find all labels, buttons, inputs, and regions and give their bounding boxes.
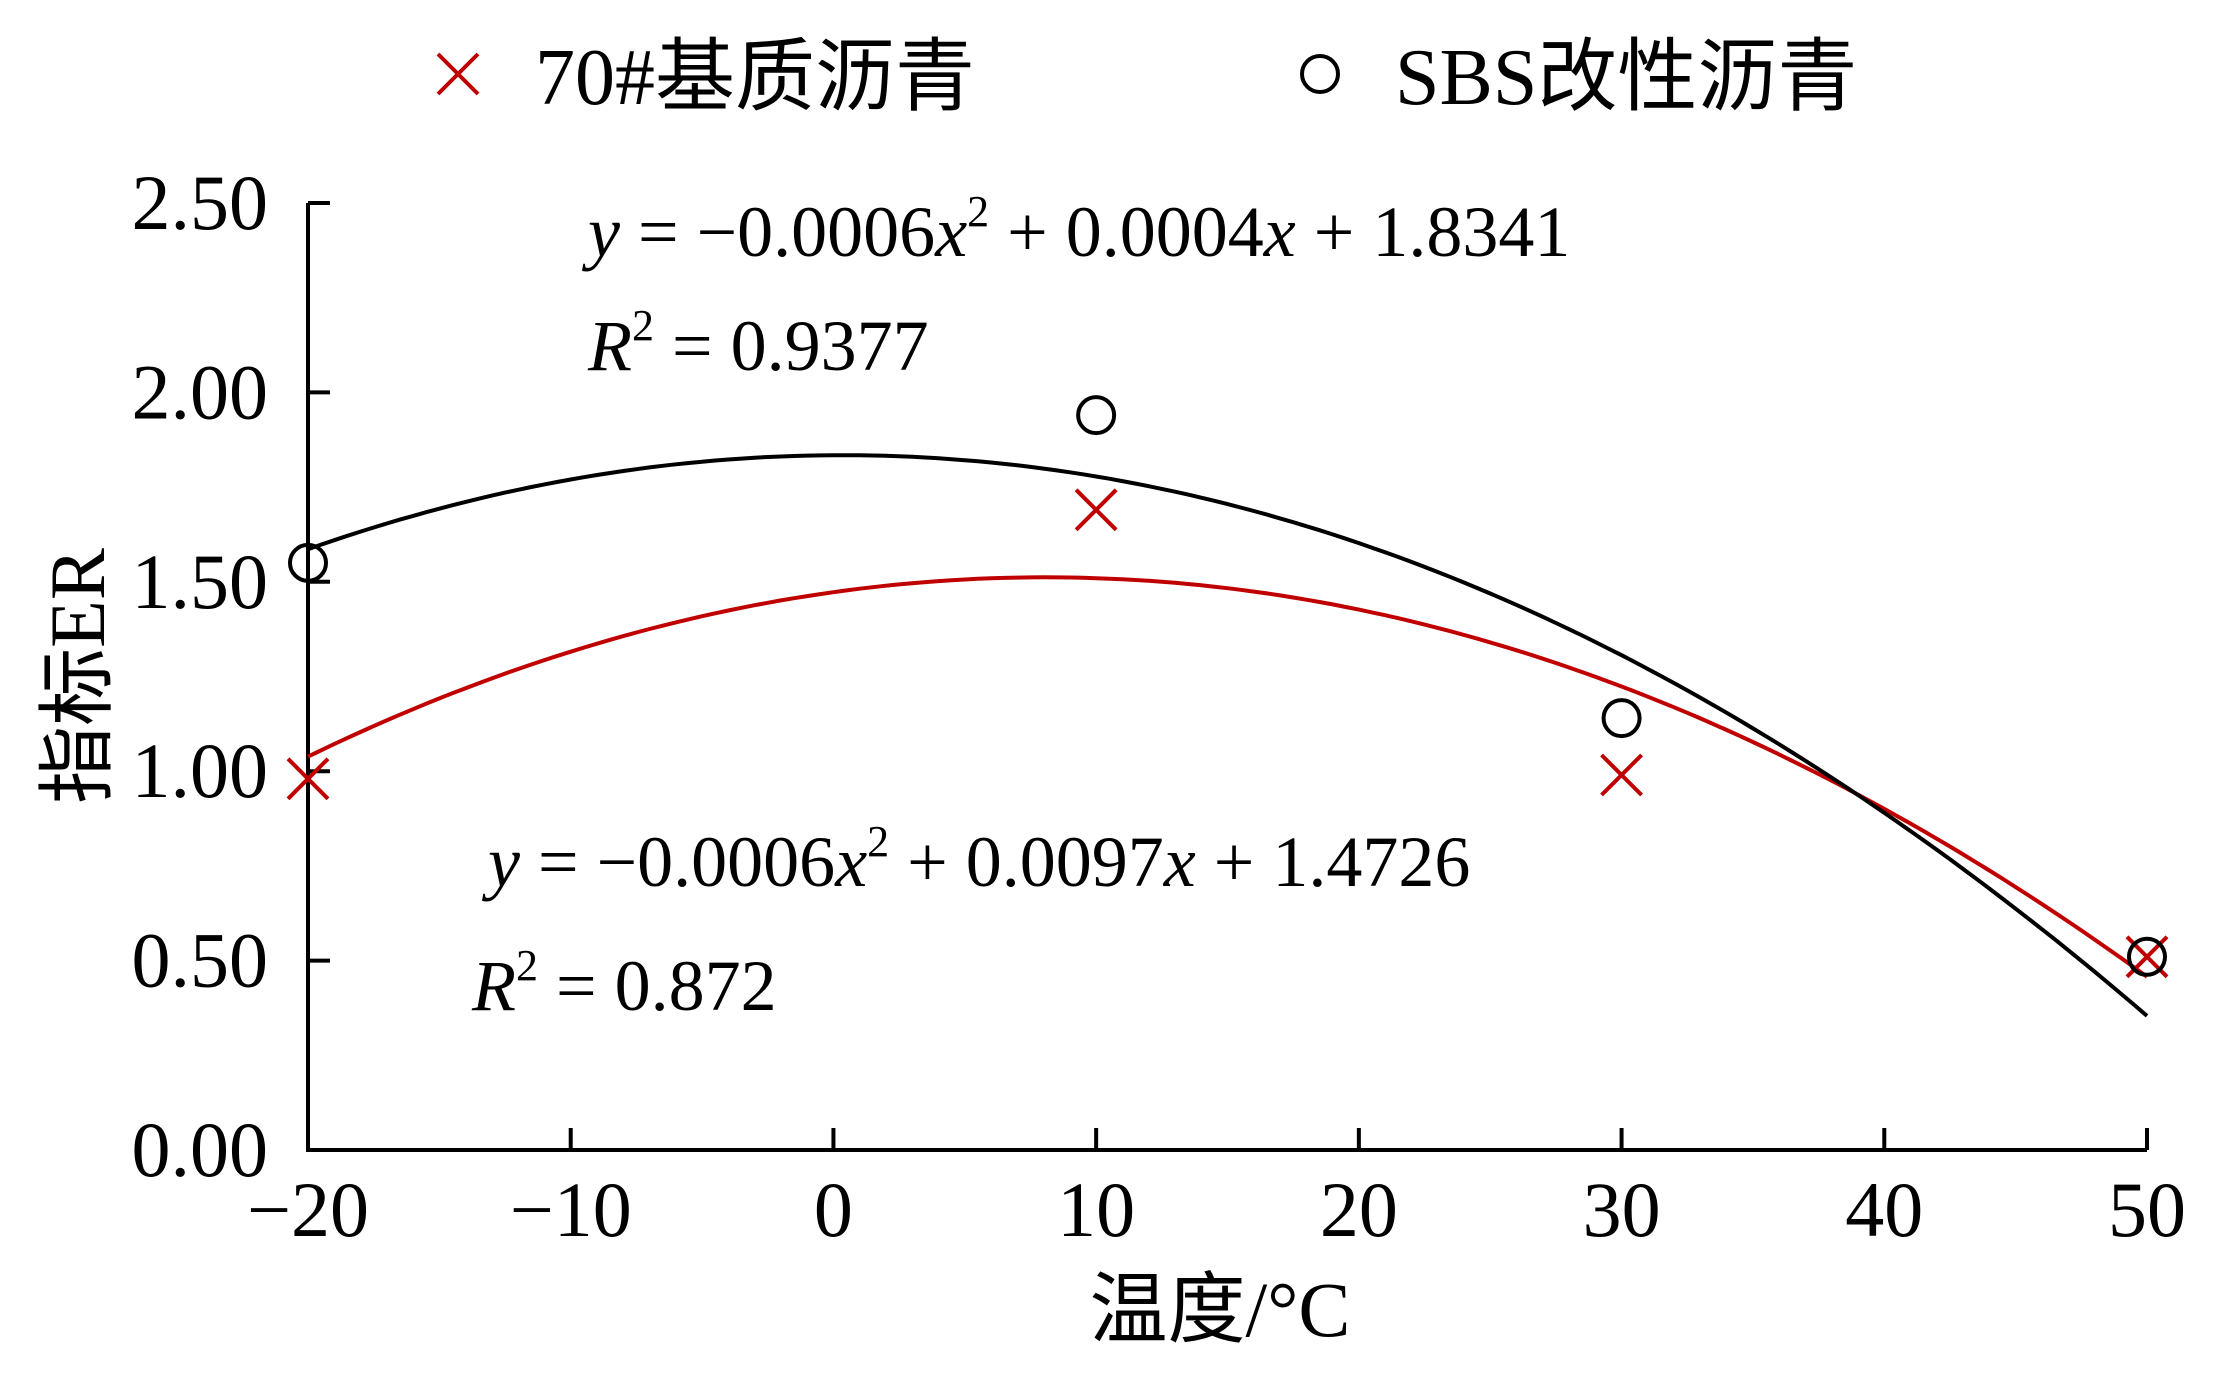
y-tick-label: 1.00 bbox=[132, 727, 269, 814]
equation-sbs: y = −0.0006x2 + 0.0004x + 1.8341 R2 = 0.… bbox=[581, 187, 1570, 386]
eq-70-x2: x bbox=[1163, 822, 1196, 902]
eq-sbs-c: + 1.8341 bbox=[1296, 192, 1571, 272]
x-tick-label: 40 bbox=[1845, 1166, 1923, 1253]
legend-label-70-base-asphalt: 70#基质沥青 bbox=[535, 34, 975, 122]
data-points bbox=[286, 395, 2169, 979]
x-tick-label: −10 bbox=[510, 1166, 632, 1253]
data-point-x-series-0 bbox=[1074, 488, 1118, 532]
y-tick-label: 1.50 bbox=[132, 538, 269, 625]
r2-sbs-text: R2 = 0.9377 bbox=[587, 301, 929, 386]
y-ticks: 0.00 0.50 1.00 1.50 2.00 2.50 bbox=[132, 159, 330, 1193]
eq-sbs-x2: x bbox=[1263, 192, 1296, 272]
legend-marker-circle bbox=[1300, 54, 1340, 94]
data-point-x-series-0 bbox=[1600, 753, 1643, 797]
eq-sbs-y: y bbox=[581, 192, 620, 272]
y-tick-label: 0.50 bbox=[132, 917, 269, 1004]
r2-sbs-r: R bbox=[587, 306, 632, 386]
legend-marker-x bbox=[436, 52, 480, 96]
x-tick-label: 10 bbox=[1057, 1166, 1135, 1253]
legend-item-sbs-modified-asphalt: SBS改性沥青 bbox=[1300, 34, 1857, 122]
legend: 70#基质沥青 SBS改性沥青 bbox=[436, 34, 1857, 122]
eq-70-y: y bbox=[481, 822, 520, 902]
x-tick-label: 30 bbox=[1583, 1166, 1661, 1253]
eq-sbs-sup: 2 bbox=[967, 187, 989, 236]
trendline-series-0 bbox=[307, 575, 2149, 979]
equation-70-base: y = −0.0006x2 + 0.0097x + 1.4726 R2 = 0.… bbox=[471, 817, 1470, 1026]
data-point-circle-series-1 bbox=[2127, 936, 2167, 977]
trendlines bbox=[307, 453, 2149, 1018]
data-point-circle-series-1 bbox=[288, 542, 328, 583]
eq-70-sup: 2 bbox=[867, 817, 889, 866]
eq-70-a: = −0.0006 bbox=[520, 822, 835, 902]
y-tick-label: 2.50 bbox=[132, 159, 269, 246]
x-axis-title: 温度/°C bbox=[1090, 1266, 1351, 1353]
r2-70-sup: 2 bbox=[516, 941, 538, 990]
data-point-x-series-0 bbox=[286, 757, 330, 801]
equation-70-base-text: y = −0.0006x2 + 0.0097x + 1.4726 bbox=[481, 817, 1470, 902]
x-tick-label: 50 bbox=[2108, 1166, 2186, 1253]
eq-70-x1: x bbox=[834, 822, 867, 902]
eq-sbs-x1: x bbox=[934, 192, 967, 272]
x-ticks: −20 −10 0 10 20 30 40 50 bbox=[247, 1128, 2186, 1253]
r2-70-r: R bbox=[471, 946, 516, 1026]
eq-sbs-b: + 0.0004 bbox=[989, 192, 1264, 272]
legend-circle-glyph bbox=[1300, 54, 1340, 94]
legend-x-glyph bbox=[436, 52, 480, 96]
r2-70-base-text: R2 = 0.872 bbox=[471, 941, 777, 1026]
eq-70-b: + 0.0097 bbox=[889, 822, 1164, 902]
data-point-circle-series-1 bbox=[1601, 698, 1642, 739]
trendline-series-1 bbox=[307, 453, 2149, 1018]
x-tick-label: 0 bbox=[814, 1166, 853, 1253]
r2-sbs-sup: 2 bbox=[632, 301, 654, 350]
y-axis-title: 指标ER bbox=[34, 548, 121, 804]
legend-item-70-base-asphalt: 70#基质沥青 bbox=[436, 34, 975, 122]
data-point-circle-series-1 bbox=[1076, 395, 1117, 436]
y-tick-label: 0.00 bbox=[132, 1106, 269, 1193]
x-tick-label: 20 bbox=[1320, 1166, 1398, 1253]
y-tick-label: 2.00 bbox=[132, 348, 269, 435]
eq-sbs-a: = −0.0006 bbox=[620, 192, 935, 272]
r2-sbs-val: = 0.9377 bbox=[654, 306, 929, 386]
eq-70-c: + 1.4726 bbox=[1196, 822, 1471, 902]
legend-label-sbs-modified-asphalt: SBS改性沥青 bbox=[1395, 34, 1857, 122]
r2-70-val: = 0.872 bbox=[538, 946, 777, 1026]
equation-sbs-text: y = −0.0006x2 + 0.0004x + 1.8341 bbox=[581, 187, 1570, 272]
axes: −20 −10 0 10 20 30 40 50 0.00 0.50 1.00 1.50 2.00 2.… bbox=[132, 159, 2187, 1253]
x-tick-label: −20 bbox=[247, 1166, 369, 1253]
